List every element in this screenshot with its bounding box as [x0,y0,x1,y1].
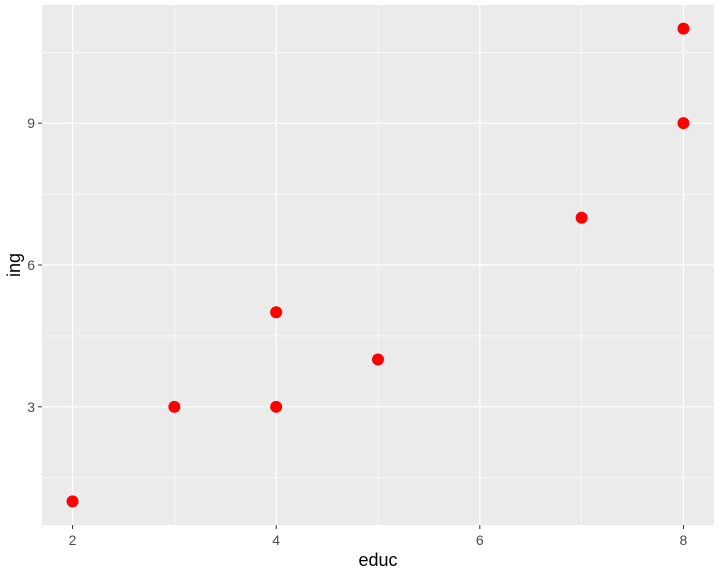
x-axis-title: educ [358,550,397,570]
major-grid [42,5,714,525]
data-point [575,211,588,224]
data-point [270,306,283,319]
x-tick-label: 2 [69,532,77,548]
y-tick-label: 6 [27,257,35,273]
data-point [66,495,79,508]
x-tick-label: 4 [272,532,280,548]
data-point [270,400,283,413]
y-tick-label: 9 [27,115,35,131]
data-point [677,22,690,35]
data-point [677,117,690,130]
points [66,22,690,508]
data-point [372,353,384,366]
y-tick-label: 3 [27,399,35,415]
x-tick-label: 8 [680,532,688,548]
y-axis-title: ing [4,253,24,277]
axis-ticks: 2 4 6 8 3 6 9 [27,115,687,548]
x-tick-label: 6 [476,532,484,548]
data-point [168,400,181,413]
